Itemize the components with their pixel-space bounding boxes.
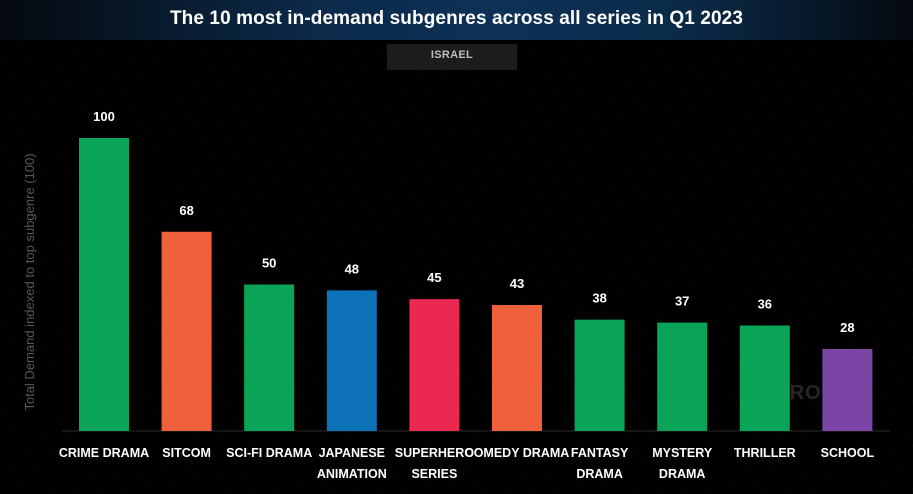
bar-value-label: 100 (93, 109, 115, 124)
bar-sci-fi-drama (244, 284, 295, 431)
bar-sitcom (161, 231, 212, 431)
bar-school (822, 348, 873, 431)
category-label: CRIME DRAMA (59, 446, 149, 460)
bar-value-label: 37 (675, 294, 689, 309)
bar-value-label: 28 (840, 320, 854, 335)
bar-thriller (739, 325, 790, 431)
category-label: FANTASY DRAMA (571, 446, 629, 481)
category-label: MYSTERY DRAMA (652, 446, 713, 481)
bar-fantasy-drama (574, 319, 625, 431)
category-label: THRILLER (734, 446, 796, 460)
bar-mystery-drama (657, 322, 708, 431)
category-label: SUPERHERO SERIES (395, 446, 474, 481)
bar-value-label: 36 (758, 297, 772, 312)
bar-crime-drama (79, 138, 129, 431)
category-label: SCHOOL (821, 446, 875, 460)
bar-value-label: 38 (592, 291, 606, 306)
chart-title: The 10 most in-demand subgenres across a… (169, 8, 744, 29)
bar-value-label: 48 (345, 261, 359, 276)
region-tab[interactable]: ISRAEL (387, 44, 517, 70)
bar-value-label: 45 (427, 270, 441, 285)
bar-value-label: 68 (179, 203, 193, 218)
title-band (0, 0, 913, 40)
bar-superhero-series (409, 299, 460, 431)
category-label: JAPANESE ANIMATION (317, 446, 387, 481)
bar-value-label: 43 (510, 276, 524, 291)
category-label: SCI-FI DRAMA (226, 446, 312, 460)
category-label: COMEDY DRAMA (465, 446, 570, 460)
category-label: SITCOM (162, 446, 211, 460)
bar-japanese-animation (326, 290, 377, 431)
bar-value-label: 50 (262, 256, 276, 271)
bar-comedy-drama (492, 305, 542, 431)
